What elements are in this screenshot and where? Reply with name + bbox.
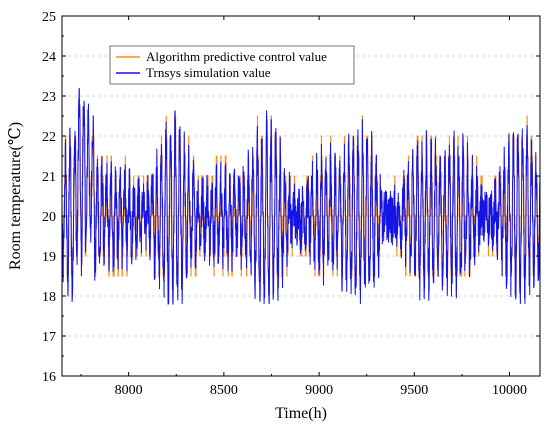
x-tick-label: 8500: [210, 383, 238, 398]
legend-box: [109, 45, 355, 85]
y-tick-label: 19: [42, 250, 56, 265]
series-layer: [61, 87, 541, 305]
y-tick-label: 16: [42, 370, 56, 385]
y-tick-label: 22: [42, 130, 56, 145]
y-axis-title: Room temperature(℃): [7, 122, 24, 270]
legend: Algorithm predictive control valueTrnsys…: [109, 45, 355, 85]
y-tick-label: 24: [42, 50, 56, 65]
series-line-trnsys: [61, 87, 541, 305]
x-axis-title: Time(h): [275, 405, 327, 422]
y-tick-label: 21: [42, 170, 56, 185]
x-tick-label: 9000: [305, 383, 333, 398]
legend-label: Algorithm predictive control value: [146, 49, 327, 64]
y-tick-label: 20: [42, 210, 56, 225]
y-tick-label: 17: [42, 330, 56, 345]
x-tick-label: 10000: [492, 383, 527, 398]
legend-label: Trnsys simulation value: [146, 65, 271, 80]
y-tick-label: 23: [42, 90, 56, 105]
x-tick-label: 8000: [115, 383, 143, 398]
y-tick-label: 18: [42, 290, 56, 305]
x-tick-label: 9500: [400, 383, 428, 398]
y-tick-label: 25: [42, 10, 56, 25]
axis-ticks: 16 17 18 19 20 21 22 23 24 25 8000 8500 9000 9500 1000…: [42, 10, 540, 398]
